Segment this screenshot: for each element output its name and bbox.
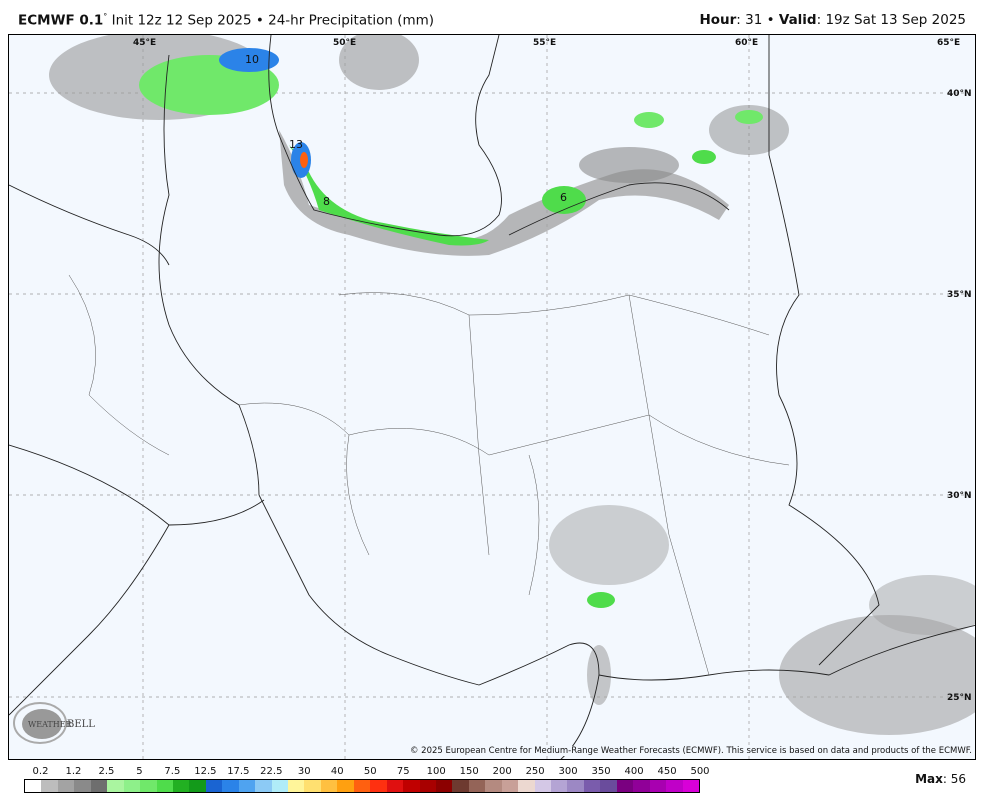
colorbar-tick-label: 50 — [363, 766, 377, 777]
colorbar-swatch — [156, 780, 173, 792]
colorbar-swatch — [238, 780, 256, 792]
colorbar-swatch — [337, 780, 354, 792]
colorbar-tick-label: 75 — [396, 766, 410, 777]
colorbar-swatch — [567, 780, 584, 792]
svg-text:BELL: BELL — [67, 719, 95, 730]
colorbar-swatch — [583, 780, 601, 792]
colorbar-ticks: 0.2 1.2 2.5 5 7.5 12.5 17.5 22.5 30 40 50 75 100 150 2… — [24, 766, 710, 778]
colorbar-tick-label: 450 — [657, 766, 677, 777]
colorbar-swatch — [123, 780, 141, 792]
map-title: ECMWF 0.1° Init 12z 12 Sep 2025 • 24-hr … — [18, 12, 435, 29]
colorbar-tick-label: 5 — [136, 766, 143, 777]
colorbar-tick-label: 300 — [558, 766, 578, 777]
colorbar-swatch — [600, 780, 617, 792]
colorbar-swatch — [205, 780, 223, 792]
colorbar-tick-label: 30 — [297, 766, 311, 777]
colorbar-tick-label: 7.5 — [164, 766, 181, 777]
contour-label: 10 — [245, 53, 259, 66]
colorbar-tick-label: 17.5 — [227, 766, 250, 777]
colorbar-swatch — [666, 780, 683, 792]
svg-text:WEATHER: WEATHER — [28, 720, 73, 729]
colorbar-swatch — [616, 780, 634, 792]
colorbar-swatch — [222, 780, 239, 792]
colorbar-swatch — [288, 780, 305, 792]
colorbar-swatch — [534, 780, 551, 792]
colorbar-swatch — [74, 780, 91, 792]
colorbar-swatch — [107, 780, 124, 792]
colorbar-swatch — [255, 780, 272, 792]
colorbar-swatch — [90, 780, 108, 792]
colorbar-tick-label: 22.5 — [260, 766, 283, 777]
colorbar-swatch — [25, 780, 42, 792]
colorbar-tick-label: 0.2 — [32, 766, 49, 777]
lat-label: 35°N — [947, 290, 972, 300]
contour-label: 8 — [323, 195, 330, 208]
colorbar-tick-label: 100 — [426, 766, 446, 777]
lon-label: 65°E — [937, 38, 960, 48]
colorbar-tick-label: 12.5 — [194, 766, 217, 777]
lon-label: 50°E — [333, 38, 356, 48]
colorbar-swatch — [353, 780, 371, 792]
longitude-labels: 45°E 50°E 55°E 60°E 65°E — [133, 38, 960, 48]
colorbar-tick-label: 350 — [591, 766, 611, 777]
admin-borders — [68, 274, 790, 676]
colorbar-swatch — [682, 780, 699, 792]
colorbar-swatch — [304, 780, 321, 792]
contour-labels: 10 13 8 6 — [245, 53, 567, 208]
colorbar-tick-label: 250 — [525, 766, 545, 777]
colorbar-swatch — [649, 780, 667, 792]
lon-label: 45°E — [133, 38, 156, 48]
weatherbell-logo: WEATHER BELL — [13, 702, 95, 744]
copyright-notice: © 2025 European Centre for Medium-Range … — [409, 746, 972, 756]
colorbar-tick-label: 500 — [690, 766, 710, 777]
coastlines-borders — [9, 35, 975, 759]
valid-time: Hour: 31 • Valid: 19z Sat 13 Sep 2025 — [699, 12, 966, 28]
colorbar-swatch — [320, 780, 338, 792]
colorbar-swatch — [518, 780, 535, 792]
colorbar-swatch — [633, 780, 650, 792]
colorbar-tick-label: 40 — [330, 766, 344, 777]
lon-label: 60°E — [735, 38, 758, 48]
colorbar-swatch — [370, 780, 387, 792]
colorbar-swatch — [452, 780, 469, 792]
colorbar-tick-label: 150 — [459, 766, 479, 777]
precipitation-areas — [49, 35, 975, 735]
colorbar-swatch — [468, 780, 486, 792]
graticule — [9, 35, 975, 759]
colorbar-swatch — [57, 780, 75, 792]
contour-label: 13 — [289, 138, 303, 151]
colorbar-swatch — [551, 780, 568, 792]
colorbar-swatch — [189, 780, 206, 792]
colorbar-swatch — [501, 780, 519, 792]
colorbar-tick-label: 200 — [492, 766, 512, 777]
lat-label: 40°N — [947, 89, 972, 99]
colorbar-swatch — [41, 780, 58, 792]
lat-label: 25°N — [947, 693, 972, 703]
max-value: Max: 56 — [915, 772, 966, 786]
colorbar-tick-label: 1.2 — [65, 766, 82, 777]
colorbar-swatch — [419, 780, 436, 792]
colorbar-swatch — [485, 780, 502, 792]
contour-label: 6 — [560, 191, 567, 204]
latitude-labels: 40°N 35°N 30°N 25°N — [947, 89, 972, 703]
colorbar-legend — [24, 779, 700, 793]
colorbar-swatch — [435, 780, 453, 792]
colorbar-swatch — [271, 780, 288, 792]
lon-label: 55°E — [533, 38, 556, 48]
lat-label: 30°N — [947, 491, 972, 501]
colorbar-swatch — [140, 780, 157, 792]
colorbar-tick-label: 400 — [624, 766, 644, 777]
colorbar-swatch — [386, 780, 404, 792]
colorbar-swatch — [172, 780, 190, 792]
precipitation-map: 45°E 50°E 55°E 60°E 65°E 40°N 35°N 30°N … — [8, 34, 976, 760]
colorbar-tick-label: 2.5 — [98, 766, 115, 777]
colorbar-swatch — [403, 780, 420, 792]
